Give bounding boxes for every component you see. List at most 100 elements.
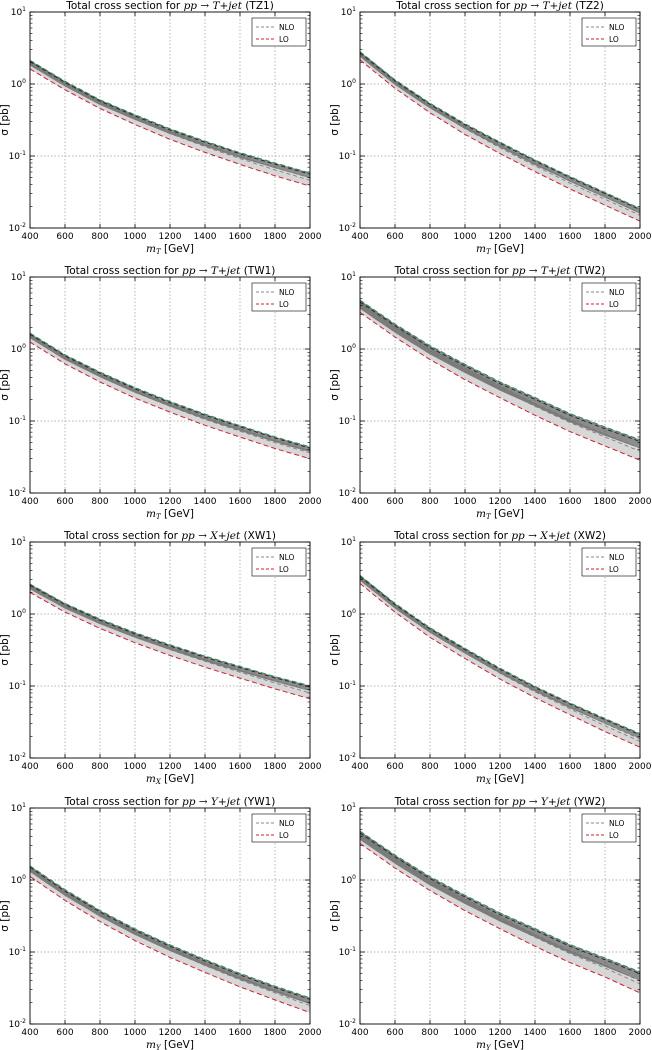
x-tick-label: 1800 (594, 497, 617, 507)
y-tick-label: 101 (341, 802, 356, 814)
x-tick-label: 400 (21, 762, 38, 772)
nlo-line-central (359, 52, 641, 211)
legend-nlo-label: NLO (609, 288, 625, 297)
x-tick-label: 800 (91, 232, 108, 242)
chart-panel-8: 400 600 800 1000 1200 1400 1600 1800 200010-210-… (329, 796, 652, 1050)
y-tick-label: 100 (11, 78, 26, 90)
x-tick-label: 2000 (629, 232, 652, 242)
x-tick-label: 600 (56, 497, 73, 507)
legend-box (251, 282, 307, 312)
x-tick-label: 1200 (489, 762, 512, 772)
x-tick-label: 1600 (229, 497, 252, 507)
lo-line-upper (359, 300, 641, 449)
legend-lo-label: LO (279, 831, 289, 840)
legend-nlo-label: NLO (279, 553, 295, 562)
x-axis-label: mT [GeV] (476, 243, 524, 256)
legend-box (251, 547, 307, 577)
y-tick-label: 101 (11, 802, 26, 814)
y-axis-label: σ [pb] (329, 634, 341, 666)
legend-lo-label: LO (279, 35, 289, 44)
nlo-line-upper (29, 59, 311, 174)
x-tick-label: 800 (421, 497, 438, 507)
lo-line-lower (29, 592, 311, 700)
x-tick-label: 1400 (194, 497, 217, 507)
nlo-line-central (29, 333, 311, 449)
y-tick-label: 100 (11, 343, 26, 355)
x-tick-label: 1600 (229, 762, 252, 772)
x-axis-label: mT [GeV] (146, 243, 194, 256)
y-tick-label: 10-1 (9, 680, 27, 692)
y-tick-label: 101 (11, 271, 26, 283)
nlo-line-upper (359, 299, 641, 441)
lo-line-central (359, 53, 641, 216)
legend-lo-label: LO (609, 35, 619, 44)
x-tick-label: 1000 (124, 232, 147, 242)
nlo-band (360, 51, 640, 214)
x-tick-label: 1000 (124, 1028, 147, 1038)
x-tick-label: 400 (351, 232, 368, 242)
x-axis-label: mT [GeV] (476, 508, 524, 521)
lo-band (30, 333, 310, 459)
x-tick-label: 600 (386, 497, 403, 507)
lo-line-central (29, 869, 311, 1006)
x-tick-label: 400 (351, 1028, 368, 1038)
chart-title: Total cross section for pp → Y+jet (YW1) (64, 796, 276, 808)
x-tick-label: 1000 (124, 497, 147, 507)
x-axis-label: mY [GeV] (476, 1039, 524, 1050)
x-tick-label: 1000 (454, 232, 477, 242)
x-tick-label: 1200 (159, 762, 182, 772)
lo-band (30, 60, 310, 187)
nlo-line-central (359, 301, 641, 442)
lo-line-lower (359, 842, 641, 994)
x-axis-label: mX [GeV] (476, 773, 524, 786)
lo-line-central (29, 62, 311, 181)
x-tick-label: 1200 (489, 497, 512, 507)
x-tick-label: 400 (21, 1028, 38, 1038)
x-tick-label: 1800 (264, 232, 287, 242)
x-axis-label: mT [GeV] (146, 508, 194, 521)
x-tick-label: 1400 (524, 1028, 547, 1038)
y-tick-label: 100 (341, 343, 356, 355)
legend-nlo-label: NLO (279, 23, 295, 32)
lo-line-upper (359, 831, 641, 982)
x-tick-label: 1400 (194, 1028, 217, 1038)
legend-box (581, 17, 637, 47)
chart-title: Total cross section for pp → T+jet (TW1) (64, 265, 276, 277)
y-axis-label: σ [pb] (0, 900, 11, 932)
lo-line-lower (359, 583, 641, 748)
chart-title: Total cross section for pp → Y+jet (YW2) (394, 796, 606, 808)
lo-line-upper (29, 60, 311, 179)
x-tick-label: 1800 (264, 497, 287, 507)
x-tick-label: 1200 (159, 1028, 182, 1038)
y-tick-label: 100 (11, 608, 26, 620)
legend-nlo-label: NLO (609, 23, 625, 32)
y-axis-label: σ [pb] (329, 104, 341, 136)
x-tick-label: 600 (56, 1028, 73, 1038)
x-tick-label: 2000 (299, 762, 322, 772)
y-tick-label: 101 (11, 536, 26, 548)
x-tick-label: 800 (91, 1028, 108, 1038)
x-tick-label: 800 (421, 232, 438, 242)
nlo-line-upper (359, 51, 641, 209)
chart-panel-2: 400 600 800 1000 1200 1400 1600 1800 200010-210-… (329, 0, 652, 256)
lo-line-lower (359, 59, 641, 222)
x-tick-label: 1400 (524, 497, 547, 507)
legend-lo-label: LO (609, 831, 619, 840)
x-tick-label: 1400 (194, 762, 217, 772)
x-tick-label: 400 (21, 497, 38, 507)
chart-panel-7: 400 600 800 1000 1200 1400 1600 1800 200010-210-… (0, 796, 322, 1050)
x-tick-label: 1000 (454, 762, 477, 772)
lo-line-central (29, 335, 311, 454)
chart-title: Total cross section for pp → T+jet (TW2) (394, 265, 606, 277)
x-tick-label: 1000 (454, 497, 477, 507)
legend-nlo-label: NLO (609, 553, 625, 562)
y-tick-label: 100 (341, 874, 356, 886)
nlo-line-central (359, 832, 641, 975)
legend-nlo-label: NLO (279, 819, 295, 828)
x-tick-label: 1600 (229, 232, 252, 242)
x-tick-label: 2000 (299, 1028, 322, 1038)
y-axis-label: σ [pb] (0, 369, 11, 401)
y-axis-label: σ [pb] (0, 104, 11, 136)
y-tick-label: 10-1 (339, 680, 357, 692)
chart-panel-6: 400 600 800 1000 1200 1400 1600 1800 200010-210-… (329, 530, 652, 786)
